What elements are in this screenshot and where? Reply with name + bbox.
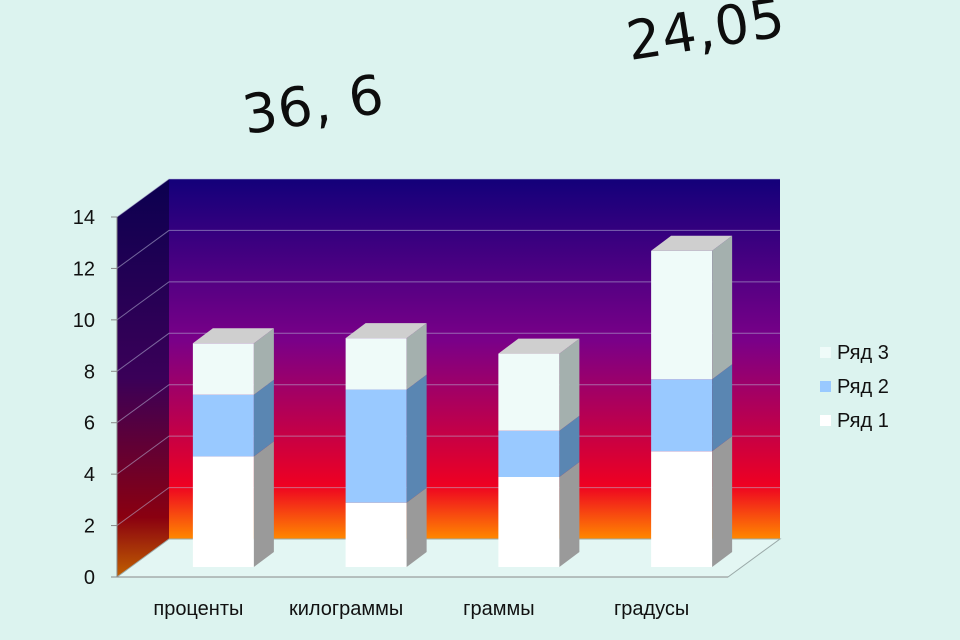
bar-segment: [498, 415, 580, 477]
bar-top: [345, 323, 427, 339]
bar-front: [345, 338, 407, 390]
y-tick-label: 2: [84, 516, 95, 538]
x-axis: проценты килограммы граммы градусы: [117, 576, 728, 620]
bar-segment: [192, 328, 274, 395]
bar-side: [712, 364, 733, 452]
bar-front: [651, 250, 713, 380]
bar-segment: [345, 374, 427, 503]
y-tick-label: 14: [73, 207, 95, 229]
bar-side: [253, 328, 274, 395]
y-tick-label: 12: [73, 258, 95, 280]
bar-side: [253, 441, 274, 567]
gridline: [116, 281, 780, 321]
bar-segment: [192, 379, 274, 457]
legend: Ряд 3 Ряд 2 Ряд 1: [820, 342, 889, 432]
bar-top: [192, 328, 274, 344]
x-category-label: градусы: [614, 598, 689, 620]
y-axis: 0 2 4 6 8 10 12 14: [73, 207, 118, 589]
x-category-label: проценты: [153, 598, 243, 620]
legend-label: Ряд 1: [837, 410, 889, 432]
bar-front: [192, 343, 254, 395]
bar-segment: [498, 462, 580, 567]
side-wall: [117, 179, 169, 577]
back-wall: [169, 179, 780, 539]
bar-segment: [651, 364, 733, 452]
bar-segment: [498, 338, 580, 431]
y-tick-label: 4: [84, 464, 95, 486]
bar-side: [712, 235, 733, 380]
bar-segment: [345, 487, 427, 567]
chart-walls: [117, 179, 780, 577]
y-tick-label: 10: [73, 310, 95, 332]
legend-swatch: [820, 347, 831, 358]
bar-segment: [345, 323, 427, 390]
bar-top: [651, 235, 733, 251]
bar-segment: [192, 441, 274, 567]
bar-side: [559, 415, 580, 477]
bar-side: [406, 374, 427, 503]
legend-swatch: [820, 381, 831, 392]
bar-top: [498, 338, 580, 354]
x-category-label: килограммы: [289, 598, 403, 620]
y-tick-label: 0: [84, 567, 95, 589]
bar-segment: [651, 235, 733, 380]
bar-side: [559, 462, 580, 567]
bar-front: [345, 389, 407, 503]
bar-front: [192, 394, 254, 457]
bar-side: [712, 436, 733, 567]
bar-front: [651, 379, 713, 452]
legend-label: Ряд 3: [837, 342, 889, 364]
bar-segment: [651, 436, 733, 567]
bar-front: [498, 430, 560, 477]
gridline: [116, 332, 780, 372]
bar-side: [253, 379, 274, 457]
gridline: [116, 229, 780, 269]
bar-front: [651, 451, 713, 567]
bar-front: [192, 456, 254, 567]
y-tick-label: 8: [84, 361, 95, 383]
bar-side: [406, 323, 427, 390]
legend-swatch: [820, 415, 831, 426]
y-tick-label: 6: [84, 413, 95, 435]
bar-side: [406, 487, 427, 567]
legend-label: Ряд 2: [837, 376, 889, 398]
bar-front: [498, 477, 560, 567]
bar-front: [345, 502, 407, 567]
bars: [192, 235, 733, 567]
bar-front: [498, 353, 560, 431]
bar-side: [559, 338, 580, 431]
x-category-label: граммы: [463, 598, 534, 620]
gridline: [116, 178, 780, 218]
